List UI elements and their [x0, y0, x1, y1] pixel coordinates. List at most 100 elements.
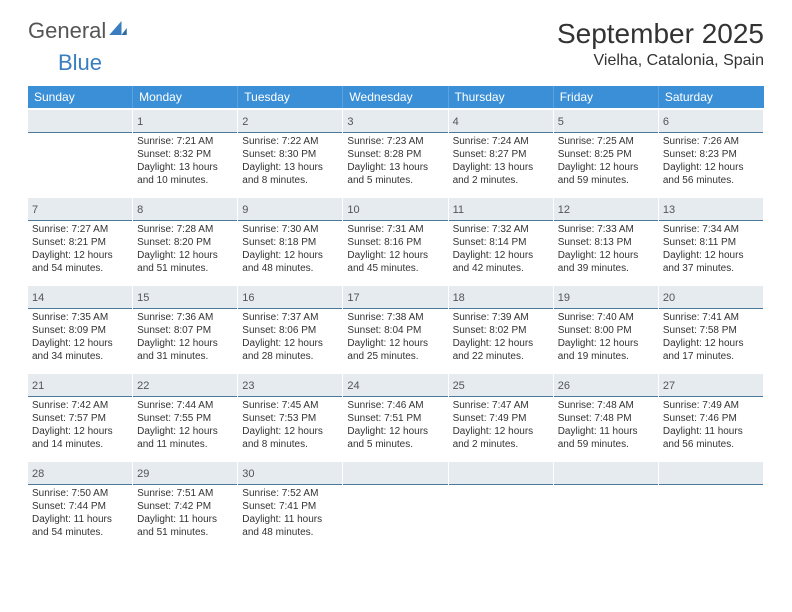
day-number: 8 [137, 204, 143, 216]
day-details: Sunrise: 7:23 AMSunset: 8:28 PMDaylight:… [347, 135, 443, 187]
day-number-row: 29 [133, 462, 237, 485]
day-number: 16 [242, 292, 254, 304]
day-number-row: 15 [133, 286, 237, 309]
calendar-cell: 11Sunrise: 7:32 AMSunset: 8:14 PMDayligh… [449, 196, 554, 284]
calendar-cell: 24Sunrise: 7:46 AMSunset: 7:51 PMDayligh… [343, 372, 448, 460]
calendar-cell: 8 Sunrise: 7:28 AMSunset: 8:20 PMDaylight… [133, 196, 238, 284]
calendar-cell: 28Sunrise: 7:50 AMSunset: 7:44 PMDayligh… [28, 460, 133, 548]
day-number: 26 [558, 380, 570, 392]
calendar-cell: 22Sunrise: 7:44 AMSunset: 7:55 PMDayligh… [133, 372, 238, 460]
day-number-row: 10 [343, 198, 447, 221]
day-number: 18 [453, 292, 465, 304]
day-number-row: 1 [133, 110, 237, 133]
day-details: Sunrise: 7:52 AMSunset: 7:41 PMDaylight:… [242, 487, 338, 539]
day-number: 21 [32, 380, 44, 392]
day-number: 10 [347, 204, 359, 216]
day-number: 3 [347, 116, 353, 128]
day-number: 19 [558, 292, 570, 304]
day-number [347, 468, 350, 480]
day-number-row: 21 [28, 374, 132, 397]
day-details: Sunrise: 7:31 AMSunset: 8:16 PMDaylight:… [347, 223, 443, 275]
weekday-header: Saturday [659, 86, 764, 108]
calendar-cell: 13 Sunrise: 7:34 AMSunset: 8:11 PMDayligh… [659, 196, 764, 284]
day-details: Sunrise: 7:40 AMSunset: 8:00 PMDaylight:… [558, 311, 654, 363]
day-number-row: 5 [554, 110, 658, 133]
day-number-row: 2 [238, 110, 342, 133]
calendar-cell: 4 Sunrise: 7:24 AMSunset: 8:27 PMDaylight… [449, 108, 554, 196]
day-number-row: 17 [343, 286, 447, 309]
day-number [32, 116, 35, 128]
calendar-cell: 30 Sunrise: 7:52 AMSunset: 7:41 PMDayligh… [238, 460, 343, 548]
day-details: Sunrise: 7:51 AMSunset: 7:42 PMDaylight:… [137, 487, 233, 539]
day-number-row: 14 [28, 286, 132, 309]
day-details: Sunrise: 7:36 AMSunset: 8:07 PMDaylight:… [137, 311, 233, 363]
calendar: SundayMondayTuesdayWednesdayThursdayFrid… [28, 86, 764, 548]
day-number: 13 [663, 204, 675, 216]
day-number [453, 468, 456, 480]
day-details: Sunrise: 7:24 AMSunset: 8:27 PMDaylight:… [453, 135, 549, 187]
calendar-cell [449, 460, 554, 548]
day-number-row: 27 [659, 374, 763, 397]
day-number-row: 12 [554, 198, 658, 221]
calendar-cell: 20Sunrise: 7:41 AMSunset: 7:58 PMDayligh… [659, 284, 764, 372]
day-details: Sunrise: 7:35 AMSunset: 8:09 PMDaylight:… [32, 311, 128, 363]
calendar-cell: 23 Sunrise: 7:45 AMSunset: 7:53 PMDayligh… [238, 372, 343, 460]
weekday-header: Tuesday [238, 86, 343, 108]
day-number-row [343, 462, 447, 485]
day-details: Sunrise: 7:47 AMSunset: 7:49 PMDaylight:… [453, 399, 549, 451]
day-number: 4 [453, 116, 459, 128]
day-number: 29 [137, 468, 149, 480]
weekday-header: Monday [133, 86, 238, 108]
logo-text-blue: Blue [58, 50, 102, 75]
calendar-cell: 7 Sunrise: 7:27 AMSunset: 8:21 PMDaylight… [28, 196, 133, 284]
day-number-row: 26 [554, 374, 658, 397]
calendar-cell: 29 Sunrise: 7:51 AMSunset: 7:42 PMDayligh… [133, 460, 238, 548]
day-number-row: 11 [449, 198, 553, 221]
calendar-cell [28, 108, 133, 196]
day-details: Sunrise: 7:25 AMSunset: 8:25 PMDaylight:… [558, 135, 654, 187]
day-number: 27 [663, 380, 675, 392]
day-number-row: 6 [659, 110, 763, 133]
day-number-row: 7 [28, 198, 132, 221]
day-number: 23 [242, 380, 254, 392]
weekday-header: Friday [554, 86, 659, 108]
calendar-cell [554, 460, 659, 548]
day-details: Sunrise: 7:26 AMSunset: 8:23 PMDaylight:… [663, 135, 759, 187]
weekday-header: Wednesday [343, 86, 448, 108]
day-number: 11 [453, 204, 464, 216]
day-number-row: 8 [133, 198, 237, 221]
title-block: September 2025 Vielha, Catalonia, Spain [557, 18, 764, 70]
day-number-row: 28 [28, 462, 132, 485]
day-number: 7 [32, 204, 38, 216]
calendar-cell: 19 Sunrise: 7:40 AMSunset: 8:00 PMDayligh… [554, 284, 659, 372]
day-details: Sunrise: 7:21 AMSunset: 8:32 PMDaylight:… [137, 135, 233, 187]
day-number-row: 18 [449, 286, 553, 309]
calendar-cell: 10 Sunrise: 7:31 AMSunset: 8:16 PMDayligh… [343, 196, 448, 284]
day-number: 12 [558, 204, 570, 216]
calendar-cell: 26Sunrise: 7:48 AMSunset: 7:48 PMDayligh… [554, 372, 659, 460]
day-details: Sunrise: 7:28 AMSunset: 8:20 PMDaylight:… [137, 223, 233, 275]
day-number-row: 16 [238, 286, 342, 309]
day-number-row: 13 [659, 198, 763, 221]
calendar-cell: 17 Sunrise: 7:38 AMSunset: 8:04 PMDayligh… [343, 284, 448, 372]
day-number: 17 [347, 292, 359, 304]
day-details: Sunrise: 7:22 AMSunset: 8:30 PMDaylight:… [242, 135, 338, 187]
calendar-cell: 3 Sunrise: 7:23 AMSunset: 8:28 PMDaylight… [343, 108, 448, 196]
day-number-row: 22 [133, 374, 237, 397]
day-number: 30 [242, 468, 254, 480]
day-number-row: 9 [238, 198, 342, 221]
day-details: Sunrise: 7:44 AMSunset: 7:55 PMDaylight:… [137, 399, 233, 451]
day-number-row: 20 [659, 286, 763, 309]
logo: General [28, 18, 129, 44]
day-details: Sunrise: 7:39 AMSunset: 8:02 PMDaylight:… [453, 311, 549, 363]
calendar-cell: 5Sunrise: 7:25 AMSunset: 8:25 PMDaylight… [554, 108, 659, 196]
day-details: Sunrise: 7:45 AMSunset: 7:53 PMDaylight:… [242, 399, 338, 451]
day-details: Sunrise: 7:38 AMSunset: 8:04 PMDaylight:… [347, 311, 443, 363]
calendar-cell: 12Sunrise: 7:33 AMSunset: 8:13 PMDayligh… [554, 196, 659, 284]
day-number: 14 [32, 292, 44, 304]
calendar-cell: 1Sunrise: 7:21 AMSunset: 8:32 PMDaylight… [133, 108, 238, 196]
day-details: Sunrise: 7:27 AMSunset: 8:21 PMDaylight:… [32, 223, 128, 275]
day-details: Sunrise: 7:34 AMSunset: 8:11 PMDaylight:… [663, 223, 759, 275]
day-number: 25 [453, 380, 465, 392]
day-details: Sunrise: 7:42 AMSunset: 7:57 PMDaylight:… [32, 399, 128, 451]
